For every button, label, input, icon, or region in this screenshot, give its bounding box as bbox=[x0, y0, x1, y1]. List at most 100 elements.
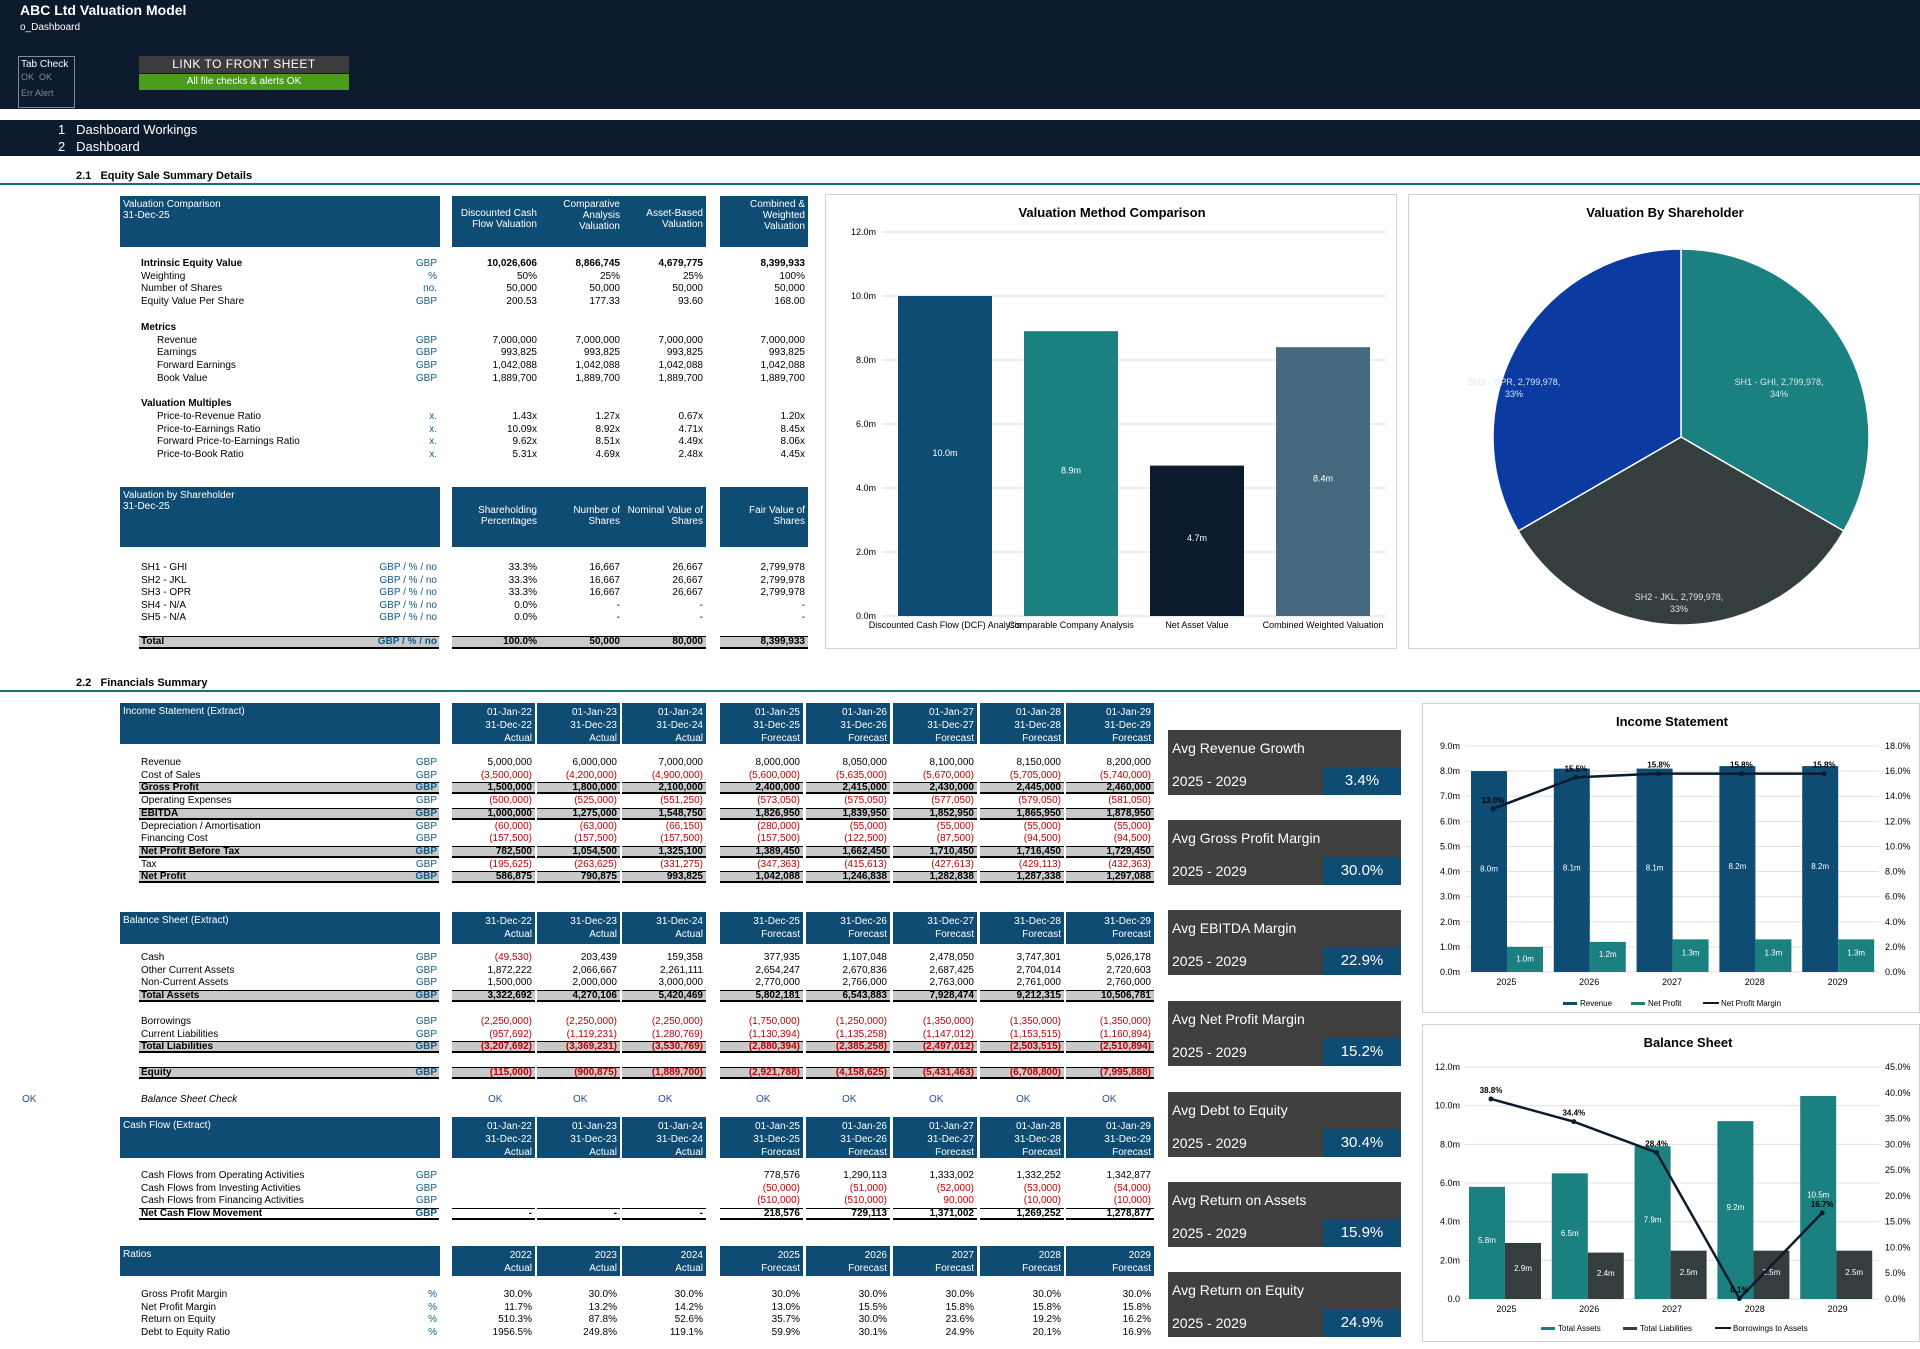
row-value: 4.69x bbox=[595, 449, 620, 461]
fin-row-value: (1,135,258) bbox=[835, 1028, 887, 1040]
subtotal-cell-bg bbox=[1066, 845, 1154, 858]
fin-row-unit: GBP bbox=[415, 977, 437, 989]
period-header-line: 31-Dec-26 bbox=[840, 1134, 887, 1145]
fin-row-value: 1,826,950 bbox=[755, 807, 801, 819]
period-header: 2027 Forecast bbox=[893, 1246, 977, 1276]
y-tick-label: 10.0m bbox=[1435, 1101, 1460, 1111]
period-header: 31-Dec-22 Actual bbox=[452, 912, 535, 944]
kpi-value: 22.9% bbox=[1323, 947, 1401, 975]
row-value: 4,679,775 bbox=[658, 258, 704, 269]
subtotal-cell-bg bbox=[720, 807, 803, 820]
fin-row-label: Debt to Equity Ratio bbox=[141, 1327, 230, 1339]
period-header-line: 01-Jan-28 bbox=[1015, 1121, 1061, 1132]
subtotal-cell-bg bbox=[893, 845, 977, 858]
row-label: Valuation Multiples bbox=[141, 398, 232, 410]
fin-row-value: 1,325,100 bbox=[658, 845, 704, 857]
fin-row-value: (1,153,515) bbox=[1009, 1028, 1061, 1040]
y-tick-label: 8.0m bbox=[856, 355, 876, 365]
y2-tick-label: 30.0% bbox=[1885, 1139, 1911, 1149]
row-value: 1,042,088 bbox=[658, 359, 704, 371]
row-label: Forward Earnings bbox=[157, 359, 236, 371]
fin-row-value: 1,290,113 bbox=[843, 1170, 887, 1181]
row-value: 26,667 bbox=[672, 587, 703, 599]
section-link-dashboard[interactable]: 2 Dashboard bbox=[58, 139, 140, 154]
period-header-line: 01-Jan-27 bbox=[928, 707, 974, 718]
tab-check-err-alert: Err Alert bbox=[21, 88, 54, 98]
tab-check-ok-2: OK bbox=[39, 72, 53, 82]
line-marker bbox=[1490, 806, 1496, 812]
bar-label: 8.1m bbox=[1563, 863, 1581, 872]
y2-tick-label: 0.0% bbox=[1885, 967, 1906, 977]
period-header: 2022 Actual bbox=[452, 1246, 535, 1276]
fin-row-value: 1,371,002 bbox=[929, 1208, 975, 1220]
row-value: 50,000 bbox=[589, 283, 620, 295]
period-header-line: Actual bbox=[504, 1263, 532, 1274]
row-value: 33.3% bbox=[508, 574, 537, 586]
period-header-line: Forecast bbox=[935, 1147, 974, 1158]
bar-revenue bbox=[1636, 768, 1673, 972]
period-header: 01-Jan-22 31-Dec-22 Actual bbox=[452, 703, 535, 744]
fin-row-unit: GBP bbox=[415, 990, 437, 1002]
fin-row-value: 5,802,181 bbox=[755, 990, 801, 1002]
fin-row-value: (2,250,000) bbox=[565, 1015, 617, 1027]
bar-label: 8.9m bbox=[1061, 466, 1081, 476]
row-value: 50,000 bbox=[506, 283, 537, 295]
row-unit: GBP bbox=[415, 258, 437, 269]
period-header-line: Forecast bbox=[1022, 929, 1061, 940]
fin-row-value: (427,613) bbox=[931, 858, 974, 870]
row-value: 8.06x bbox=[780, 436, 805, 448]
row-value: 4.71x bbox=[678, 423, 703, 435]
fin-row-value: (49,530) bbox=[494, 952, 532, 963]
fin-row-value: 2,770,000 bbox=[755, 977, 801, 989]
row-value: 10.09x bbox=[506, 423, 537, 435]
fin-row-value: (122,500) bbox=[844, 833, 887, 845]
period-header-line: 31-Dec-25 bbox=[753, 1134, 800, 1145]
x-tick-label: 2026 bbox=[1579, 977, 1599, 987]
subtotal-cell-bg bbox=[537, 1041, 620, 1054]
fin-row-value: 1,500,000 bbox=[487, 977, 533, 989]
fin-row-value: 8,000,000 bbox=[755, 757, 801, 768]
line-label: 15.8% bbox=[1647, 761, 1670, 770]
fin-row-value: (5,740,000) bbox=[1099, 769, 1151, 781]
row-value: 1,889,700 bbox=[658, 372, 704, 384]
row-value: - bbox=[699, 612, 703, 624]
balance-check-status: OK bbox=[1102, 1094, 1117, 1105]
row-value: 4.45x bbox=[780, 449, 805, 461]
fin-row-value: (157,500) bbox=[757, 833, 800, 845]
section-link-dashboard-workings[interactable]: 1 Dashboard Workings bbox=[58, 122, 198, 137]
period-header-line: Actual bbox=[504, 1147, 532, 1158]
fin-row-unit: GBP bbox=[415, 1170, 437, 1181]
subtotal-cell-bg bbox=[720, 990, 803, 1003]
fin-row-value: 2,687,425 bbox=[929, 964, 975, 976]
bar-revenue bbox=[1719, 766, 1756, 972]
period-header-line: 31-Dec-27 bbox=[927, 916, 974, 927]
period-header-line: 01-Jan-25 bbox=[754, 1121, 800, 1132]
subtotal-cell-bg bbox=[1066, 807, 1154, 820]
fin-row-label: Cash Flows from Investing Activities bbox=[141, 1182, 301, 1194]
fin-row-value: 119.1% bbox=[669, 1327, 703, 1339]
subtotal-cell-bg bbox=[1066, 1066, 1154, 1079]
fin-row-value: 1,878,950 bbox=[1106, 807, 1152, 819]
link-to-front-sheet-button[interactable]: LINK TO FRONT SHEET bbox=[139, 56, 349, 73]
ratios-header: Ratios bbox=[120, 1246, 440, 1276]
fin-row-value: 8,050,000 bbox=[842, 757, 888, 768]
fin-row-value: 2,760,000 bbox=[1106, 977, 1152, 989]
row-value: - bbox=[699, 599, 703, 611]
y-tick-label: 8.0m bbox=[1440, 1139, 1460, 1149]
subtotal-cell-bg bbox=[622, 1041, 706, 1054]
fin-row-value: (1,147,012) bbox=[922, 1028, 974, 1040]
fin-row-value: 13.2% bbox=[588, 1301, 617, 1313]
subtotal-cell-bg bbox=[622, 990, 706, 1003]
slice-label: SH3 - OPR, 2,799,978, bbox=[1468, 377, 1561, 387]
fin-row-value: 1956.5% bbox=[492, 1327, 532, 1339]
period-header: 2023 Actual bbox=[537, 1246, 620, 1276]
period-header: 01-Jan-24 31-Dec-24 Actual bbox=[622, 703, 706, 744]
fin-row-value: (55,000) bbox=[849, 820, 887, 832]
y2-tick-label: 10.0% bbox=[1885, 1242, 1911, 1252]
fin-row-value: 5,420,469 bbox=[658, 990, 704, 1002]
fin-row-value: (3,369,231) bbox=[565, 1041, 617, 1053]
fin-row-label: Net Profit bbox=[141, 871, 186, 883]
fin-row-value: (1,250,000) bbox=[835, 1015, 887, 1027]
y-tick-label: 3.0m bbox=[1440, 892, 1460, 902]
row-value: 33.3% bbox=[508, 587, 537, 599]
